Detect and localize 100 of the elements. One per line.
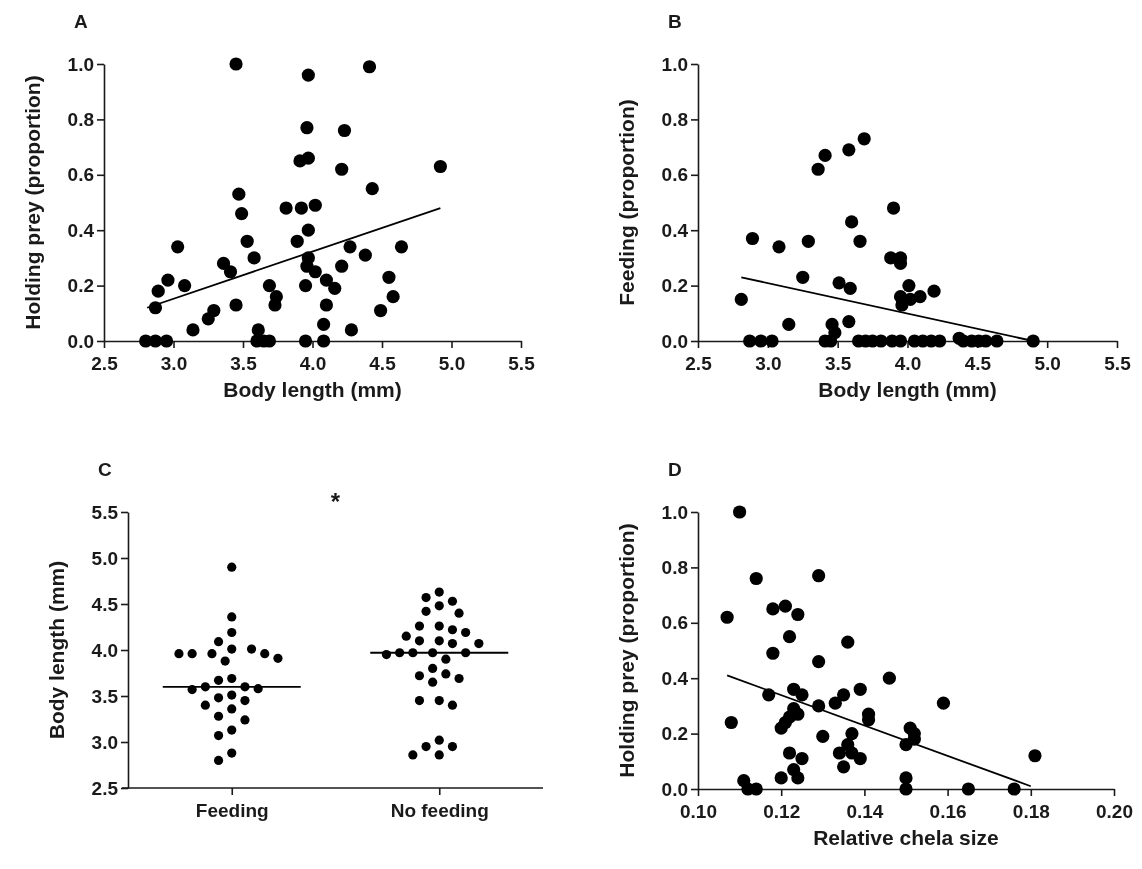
point [159, 334, 174, 348]
point [335, 259, 349, 273]
point [262, 279, 277, 293]
y-tick-label: 0.0 [661, 778, 688, 800]
point [828, 696, 842, 710]
x-tick-label: 0.18 [1012, 801, 1050, 822]
point [337, 123, 352, 138]
point [778, 599, 792, 613]
point [301, 223, 315, 237]
point [720, 610, 734, 624]
point [374, 303, 388, 318]
point [268, 298, 282, 312]
x-tick-label: 3.0 [160, 353, 188, 374]
point [433, 159, 447, 174]
y-tick-label: 3.5 [91, 685, 119, 707]
x-tick-label: 0.20 [1096, 801, 1133, 822]
point [232, 187, 246, 201]
x-tick-label: 5.0 [1034, 353, 1061, 374]
point [766, 646, 780, 660]
y-axis-title: Body length (mm) [45, 560, 68, 740]
point [235, 206, 249, 221]
x-tick-label: 0.10 [680, 801, 717, 822]
point [902, 279, 916, 293]
point [335, 162, 349, 176]
point [301, 151, 315, 165]
point [1028, 749, 1042, 763]
point [301, 68, 315, 82]
point [171, 240, 185, 254]
x-tick-label: 0.12 [763, 801, 801, 822]
y-tick-label: 0.2 [67, 275, 94, 297]
point [298, 334, 313, 348]
point [795, 688, 809, 702]
y-tick-label: 1.0 [661, 53, 688, 75]
point [358, 248, 372, 262]
point [857, 132, 871, 146]
point [207, 303, 221, 318]
y-axis-title: Holding prey (proportion) [615, 523, 638, 778]
chart-title: A [74, 11, 88, 32]
point [818, 148, 832, 162]
point [899, 771, 913, 785]
x-tick-label: 4.0 [894, 353, 922, 374]
point [319, 298, 333, 312]
point [229, 57, 243, 71]
point [178, 279, 192, 293]
point [343, 240, 357, 254]
point [300, 121, 314, 135]
point [772, 240, 786, 254]
point [936, 696, 951, 710]
x-tick-label: 4.5 [369, 353, 397, 374]
point [247, 251, 261, 265]
y-tick-label: 4.5 [91, 593, 119, 615]
annotation: * [330, 488, 341, 515]
point [782, 317, 796, 331]
y-tick-label: 0.4 [661, 667, 689, 689]
point [842, 315, 856, 329]
point [874, 334, 888, 348]
y-tick-label: 5.5 [91, 501, 119, 523]
chart-title: B [668, 11, 682, 32]
point [801, 234, 815, 248]
point [782, 630, 797, 644]
y-tick-label: 0.4 [67, 219, 95, 241]
point [319, 273, 333, 287]
point [812, 654, 826, 669]
point [382, 270, 396, 284]
point [290, 234, 304, 248]
point [913, 290, 927, 304]
y-tick-label: 0.2 [661, 275, 688, 297]
point [845, 215, 859, 229]
point [386, 290, 400, 304]
y-tick-label: 0.0 [661, 330, 688, 352]
point [1007, 782, 1021, 796]
point [308, 198, 322, 212]
point [766, 602, 780, 616]
x-tick-label: 3.5 [230, 353, 258, 374]
point [832, 276, 846, 290]
x-tick-label: No feeding [390, 800, 489, 821]
y-tick-label: 0.6 [67, 164, 94, 186]
y-tick-label: 0.8 [661, 108, 688, 130]
point [734, 292, 748, 307]
point [843, 281, 857, 295]
point [765, 334, 779, 348]
point [151, 284, 165, 298]
point [365, 182, 379, 196]
point [841, 635, 855, 649]
x-tick-label: 5.5 [508, 353, 536, 374]
y-tick-label: 0.8 [67, 108, 94, 130]
point [990, 334, 1004, 348]
y-tick-label: 3.0 [91, 731, 118, 753]
point [795, 751, 809, 766]
x-axis-title: Body length (mm) [818, 378, 997, 401]
point [240, 234, 254, 248]
y-tick-label: 0.8 [661, 556, 688, 578]
point [308, 265, 322, 279]
point [882, 671, 896, 685]
x-tick-label: 0.14 [846, 801, 884, 822]
point [811, 162, 825, 176]
point [745, 231, 760, 246]
x-tick-label: 5.0 [438, 353, 466, 374]
y-axis-title: Feeding (proportion) [615, 99, 638, 306]
x-tick-label: 2.5 [685, 353, 713, 374]
